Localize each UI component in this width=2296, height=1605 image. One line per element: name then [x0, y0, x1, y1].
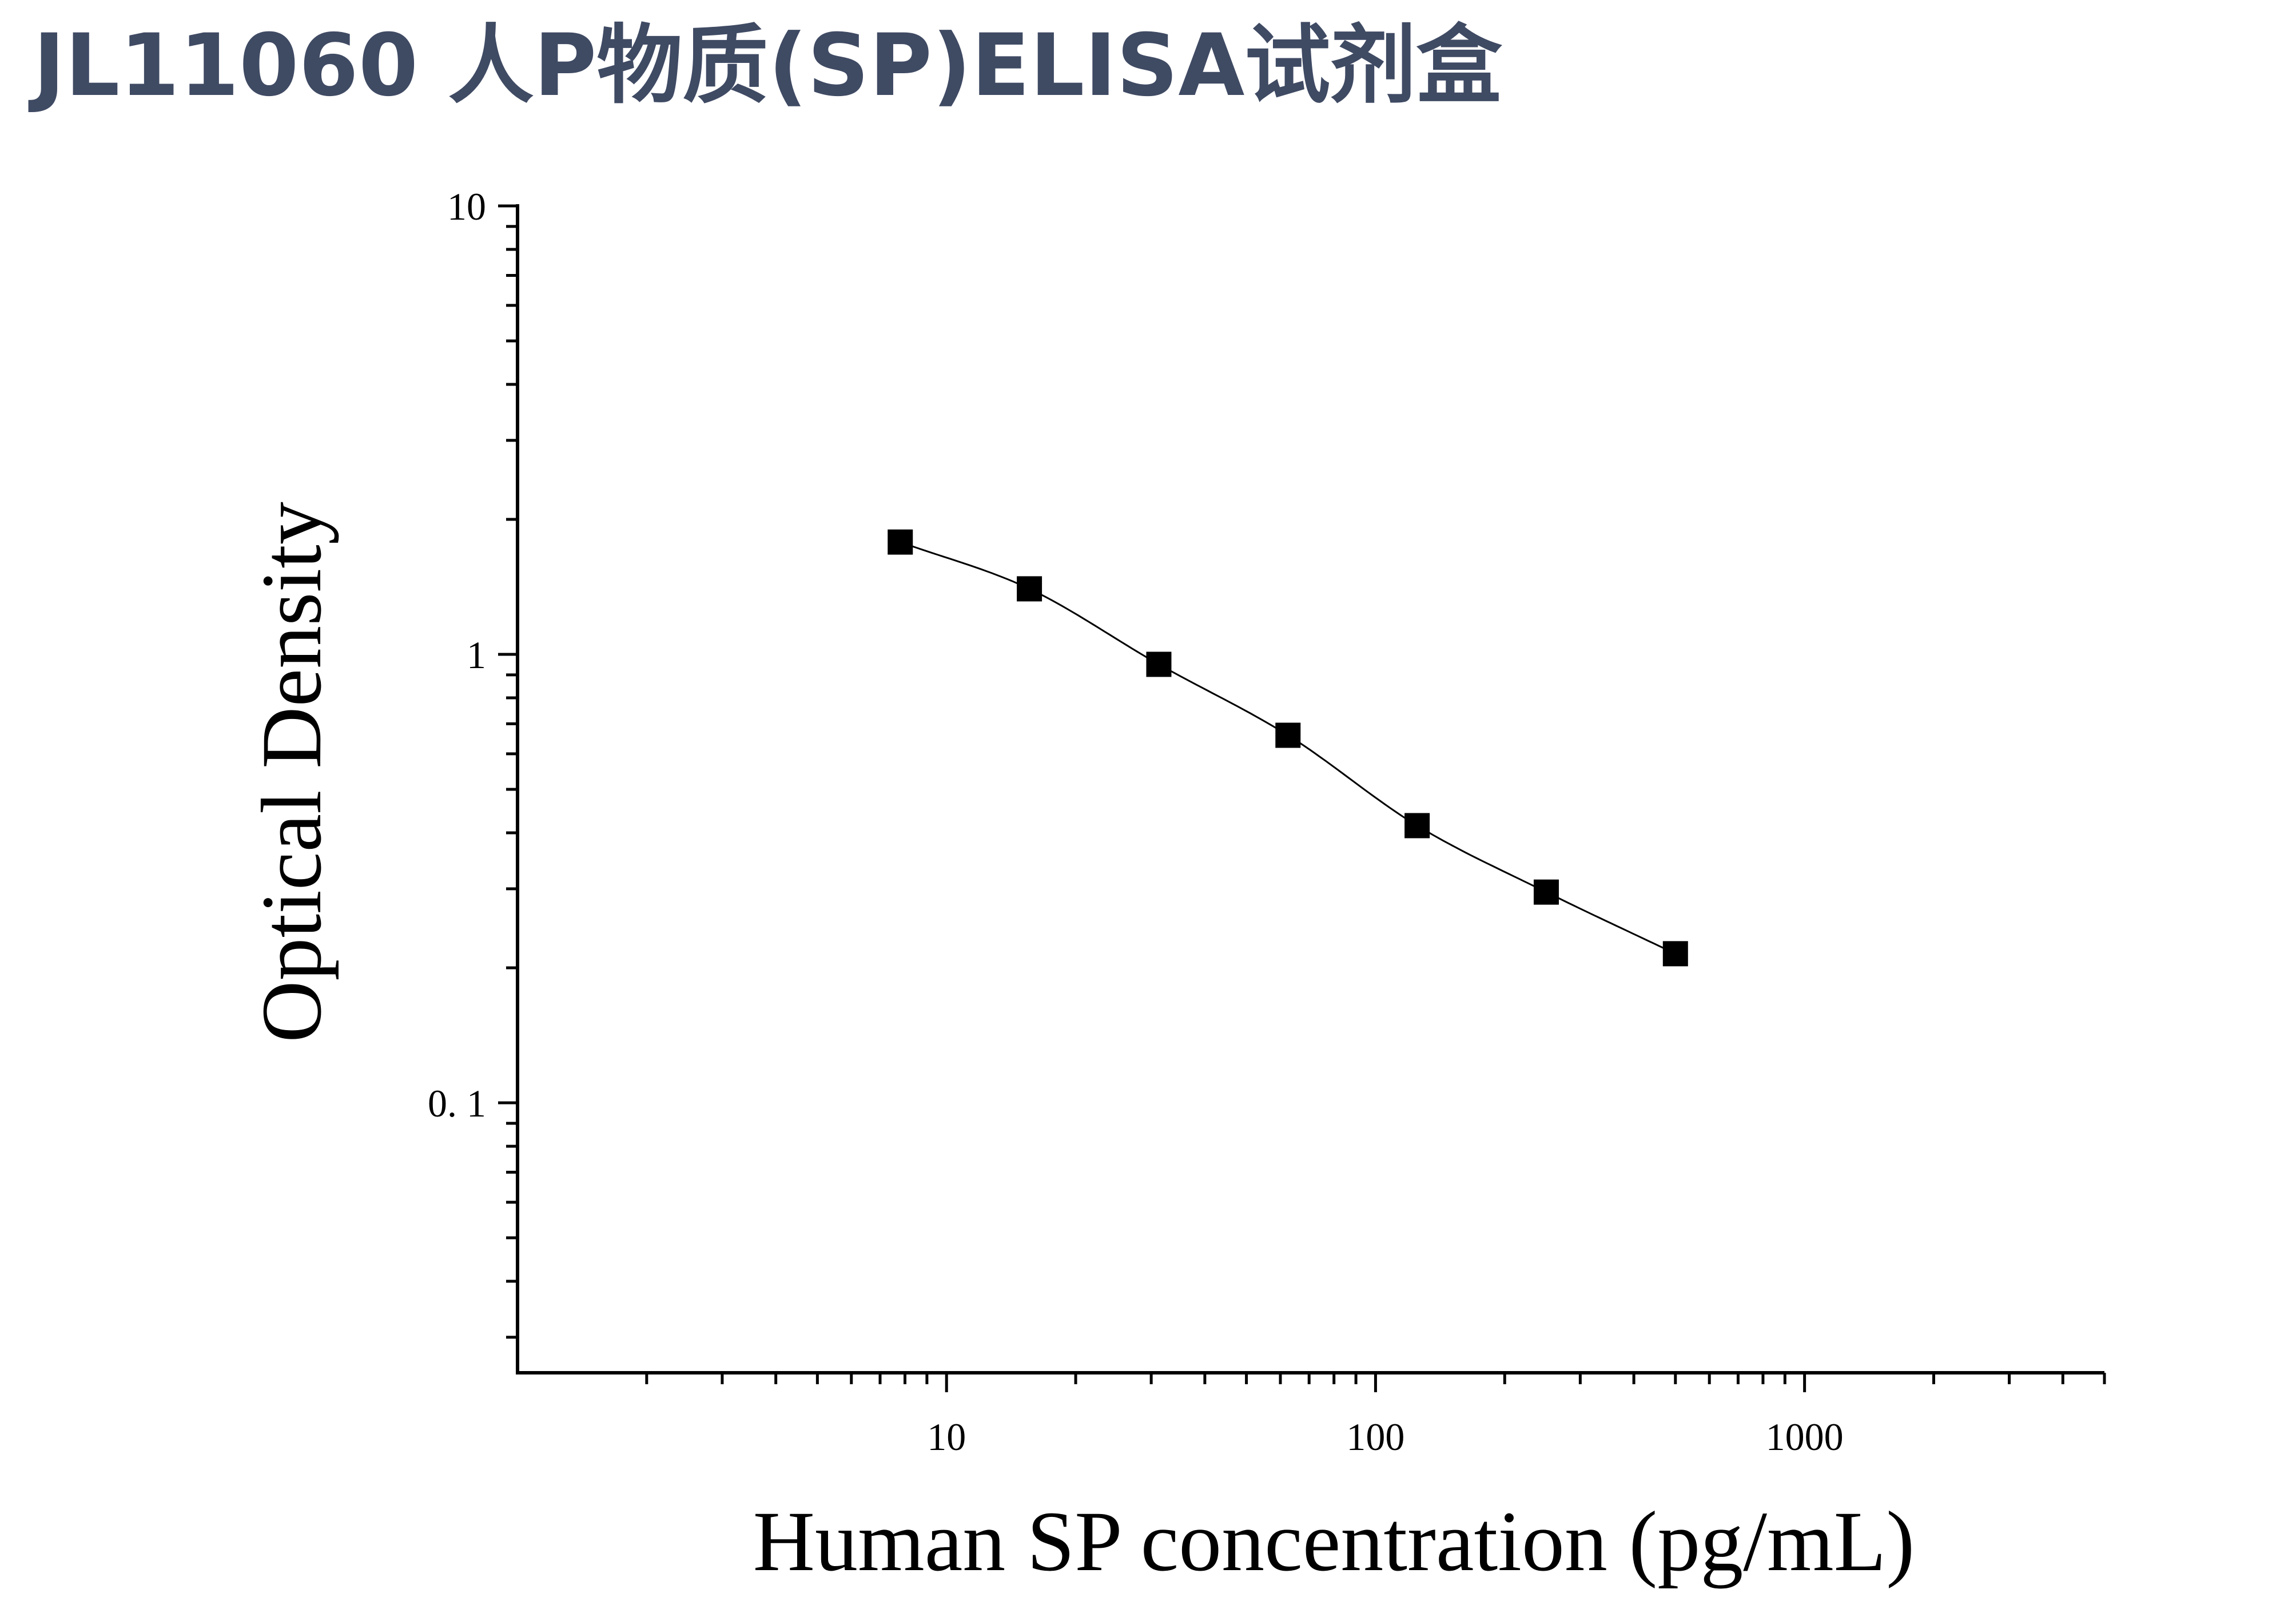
y-tick-label: 0. 1	[428, 1082, 486, 1125]
x-tick-label: 1000	[1766, 1415, 1844, 1459]
chart-axes	[498, 204, 2106, 1392]
data-point	[1533, 879, 1559, 905]
data-point	[888, 529, 913, 555]
x-tick-label: 10	[927, 1415, 966, 1459]
tick-labels-layer: 10 100 1000 0. 1 1 10	[428, 185, 1844, 1459]
data-point	[1404, 813, 1430, 839]
page-title: JL11060 人P物质(SP)ELISA试剂盒	[33, 16, 1502, 116]
data-points-layer	[888, 529, 1688, 967]
fit-curve	[900, 541, 1676, 955]
x-tick-label: 100	[1346, 1415, 1404, 1459]
data-point	[1017, 576, 1042, 602]
data-point	[1275, 722, 1301, 748]
fit-curve-layer	[900, 541, 1676, 955]
data-point	[1662, 941, 1688, 967]
y-tick-label: 10	[447, 185, 486, 228]
data-point	[1146, 651, 1172, 677]
x-axis-title: Human SP concentration (pg/mL)	[753, 1494, 1915, 1589]
y-tick-label: 1	[467, 633, 486, 677]
y-axis-title: Optical Density	[244, 502, 339, 1043]
